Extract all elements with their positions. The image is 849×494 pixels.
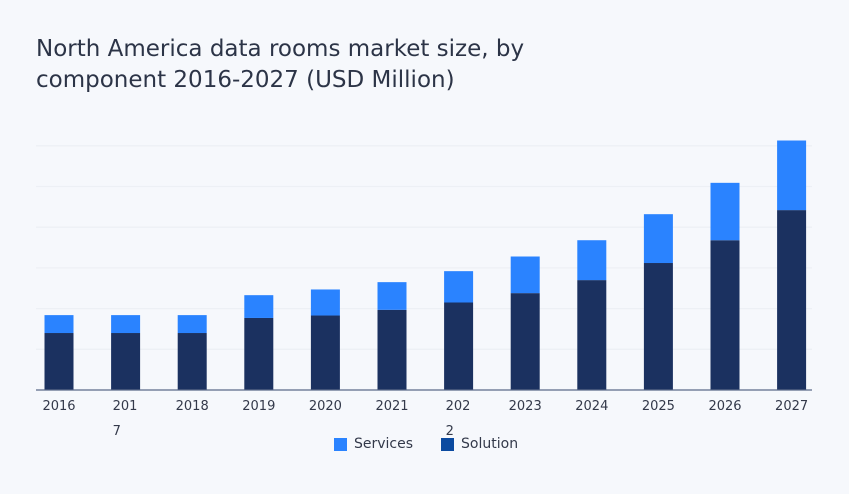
x-tick-label: 2021 [375,399,408,414]
x-tick-label: 2016 [42,399,75,414]
x-tick-label: 2018 [176,399,209,414]
bar-services-2023 [510,256,540,294]
bar-solution-2017 [111,333,141,390]
chart-title: North America data rooms market size, by… [36,36,525,93]
bar-services-2026 [710,182,740,241]
legend-swatch-services [334,437,347,451]
bar-services-2020 [310,289,340,316]
x-tick-label: 2023 [509,399,542,414]
x-tick-label: 2020 [309,399,342,414]
x-tick-label: 201 7 [113,399,138,439]
legend-label-solution: Solution [461,436,519,452]
legend-item-solution: Solution [441,436,518,452]
bar-solution-2019 [244,317,274,390]
bar-solution-2027 [777,210,807,390]
bar-services-2024 [577,240,607,281]
bar-solution-2022 [444,302,474,390]
legend-swatch-solution [441,437,455,451]
bar-solution-2018 [177,333,207,390]
bar-services-2021 [377,282,407,310]
bar-solution-2020 [310,315,340,390]
bar-solution-2021 [377,309,407,390]
bar-services-2018 [177,315,207,334]
legend-label-services: Services [354,436,414,452]
x-tick-label: 2026 [708,399,741,414]
bar-services-2022 [444,271,474,303]
x-tick-label: 2024 [575,399,608,414]
x-tick-label: 2027 [775,399,808,414]
bar-solution-2016 [44,333,74,390]
x-tick-label: 2025 [642,399,675,414]
legend-item-services: Services [334,436,413,452]
bar-solution-2023 [510,293,540,390]
legend: Services Solution [334,436,518,452]
x-tick-label: 2019 [242,399,275,414]
bar-services-2017 [111,315,141,334]
bar-services-2019 [244,295,274,318]
bar-solution-2026 [710,240,740,390]
bar-services-2016 [44,315,74,334]
bar-solution-2025 [643,263,673,390]
bar-solution-2024 [577,280,607,390]
x-tick-label: 202 2 [446,399,471,439]
bar-services-2027 [777,140,807,211]
bar-services-2025 [643,214,673,264]
